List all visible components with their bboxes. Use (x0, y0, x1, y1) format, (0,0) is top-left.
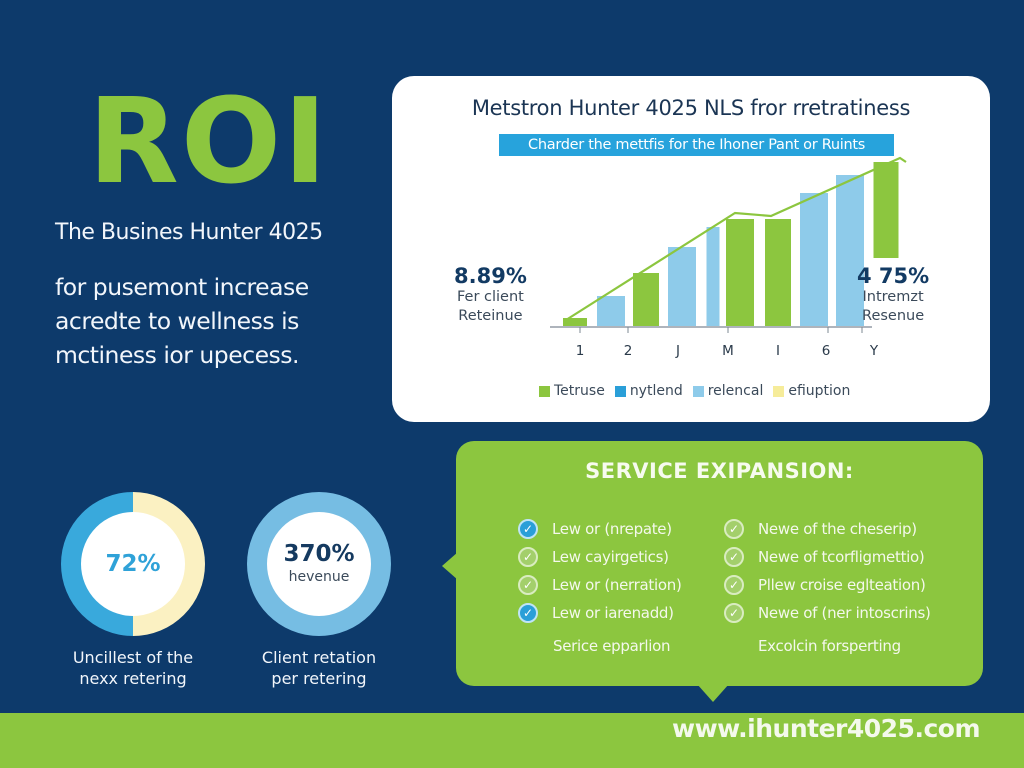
check-circle-icon: ✓ (724, 547, 744, 567)
check-circle-icon: ✓ (724, 519, 744, 539)
check-circle-icon: ✓ (518, 575, 538, 595)
chart-legend: Tetruse nytlend relencal efiuption (539, 383, 850, 399)
donut-value: 370% (283, 541, 355, 567)
x-axis-ticks (579, 327, 863, 333)
left-stat-label-2: Reteinue (458, 308, 523, 324)
service-item: ✓ Newe of the cheserip) (724, 515, 931, 543)
chart-card: Metstron Hunter 4025 NLS fror rretratine… (392, 76, 990, 422)
donut-chart: 72% (61, 492, 205, 636)
service-item-text: Newe of the cheserip) (758, 520, 917, 538)
service-item: ✓ Newe of (ner intoscrins) (724, 599, 931, 627)
tagline-line: acredte to wellness is (55, 307, 299, 335)
left-stat-label-1: Fer client (456, 289, 524, 305)
bar (668, 247, 696, 326)
caption-line: nexx retering (79, 669, 187, 688)
x-tick-label: 2 (623, 343, 633, 359)
legend-swatch (614, 385, 626, 397)
check-circle-icon: ✓ (518, 547, 538, 567)
tagline-line: mctiness ior upecess. (55, 341, 300, 369)
bar (563, 318, 587, 326)
x-tick-label: I (776, 343, 780, 359)
right-stat-label-1: Intremzt (862, 289, 924, 305)
left-stat-value: 8.89% (454, 264, 527, 288)
caption-line: Uncillest of the (72, 648, 194, 667)
service-item-text: Newe of (ner intoscrins) (758, 604, 931, 622)
bar (873, 162, 899, 258)
chart-banner: Charder the mettfis for the Ihoner Pant … (499, 134, 894, 156)
check-circle-icon: ✓ (518, 603, 538, 623)
chart-title: Metstron Hunter 4025 NLS fror rretratine… (471, 96, 911, 120)
trend-line (565, 156, 907, 321)
legend-swatch (773, 385, 785, 397)
service-expansion-card: SERVICE EXIPANSION: ✓ Lew or (nrepate) ✓… (456, 441, 983, 686)
service-item-text: Newe of tcorfligmettio) (758, 548, 925, 566)
legend-label: relencal (707, 383, 764, 399)
x-tick-label: 6 (821, 343, 831, 359)
service-item-text: Lew cayirgetics) (552, 548, 669, 566)
donut-center: 72% (81, 512, 185, 616)
service-item-text: Lew or iarenadd) (552, 604, 674, 622)
service-item-text: Lew or (nrepate) (552, 520, 672, 538)
service-item: ✓ Pllew croise eglteation) (724, 571, 931, 599)
service-item: ✓ Lew or iarenadd) (518, 599, 682, 627)
legend-item[interactable]: relencal (692, 383, 764, 399)
x-tick-label: Y (869, 343, 879, 359)
bar (800, 193, 828, 326)
service-item: ✓ Lew cayirgetics) (518, 543, 682, 571)
legend-swatch (692, 385, 704, 397)
check-circle-icon: ✓ (518, 519, 538, 539)
website-link[interactable]: www.ihunter4025.com (671, 714, 981, 743)
check-circle-icon: ✓ (724, 603, 744, 623)
service-item: ✓ Newe of tcorfligmettio) (724, 543, 931, 571)
right-stat: 4 75% Intremzt Resenue (857, 264, 929, 326)
legend-swatch (539, 385, 550, 397)
service-item: ✓ Lew or (nrepate) (518, 515, 682, 543)
bar (706, 227, 720, 326)
bar (597, 296, 625, 326)
roi-title: ROI (88, 72, 330, 210)
legend-item[interactable]: nytlend (614, 383, 683, 399)
callout-pointer (697, 684, 729, 702)
donut-chart: 370% hevenue (247, 492, 391, 636)
service-item-text: Pllew croise eglteation) (758, 576, 926, 594)
footer-band (0, 713, 1024, 768)
legend-label: Tetruse (554, 383, 605, 399)
bar-chart-plot (550, 156, 907, 333)
service-footer-right: Excolcin forsperting (758, 637, 901, 655)
right-stat-value: 4 75% (857, 264, 930, 288)
donut-value: 72% (105, 551, 161, 577)
legend-item[interactable]: Tetruse (539, 383, 605, 399)
donut-center: 370% hevenue (267, 512, 371, 616)
right-stat-label-2: Resenue (862, 308, 925, 324)
service-title: SERVICE EXIPANSION: (585, 459, 854, 483)
hero-tagline: for pusemont increase acredte to wellnes… (55, 270, 309, 372)
service-item-text: Lew or (nerration) (552, 576, 682, 594)
bar-series (563, 162, 899, 326)
check-circle-icon: ✓ (724, 575, 744, 595)
service-item: ✓ Lew or (nerration) (518, 571, 682, 599)
donut-caption: Uncillest of the nexx retering (33, 647, 233, 689)
legend-item[interactable]: efiuption (773, 383, 850, 399)
donut-sublabel: hevenue (288, 569, 350, 585)
legend-label: nytlend (629, 383, 683, 399)
tagline-line: for pusemont increase (55, 273, 309, 301)
x-tick-label: J (676, 343, 680, 359)
service-list-right: ✓ Newe of the cheserip) ✓ Newe of tcorfl… (724, 515, 931, 627)
callout-pointer (442, 552, 458, 580)
caption-line: Client retation (261, 648, 377, 667)
bar (633, 273, 659, 326)
bar (726, 219, 754, 326)
bar (765, 219, 791, 326)
bar (836, 175, 864, 326)
x-tick-label: M (722, 343, 734, 359)
left-stat: 8.89% Fer client Reteinue (454, 264, 527, 326)
hero-subtitle: The Busines Hunter 4025 (55, 220, 323, 245)
caption-line: per retering (271, 669, 367, 688)
x-tick-label: 1 (575, 343, 585, 359)
donut-caption: Client retation per retering (219, 647, 419, 689)
service-list-left: ✓ Lew or (nrepate) ✓ Lew cayirgetics) ✓ … (518, 515, 682, 627)
legend-label: efiuption (788, 383, 851, 399)
service-footer-left: Serice epparlion (553, 637, 671, 655)
